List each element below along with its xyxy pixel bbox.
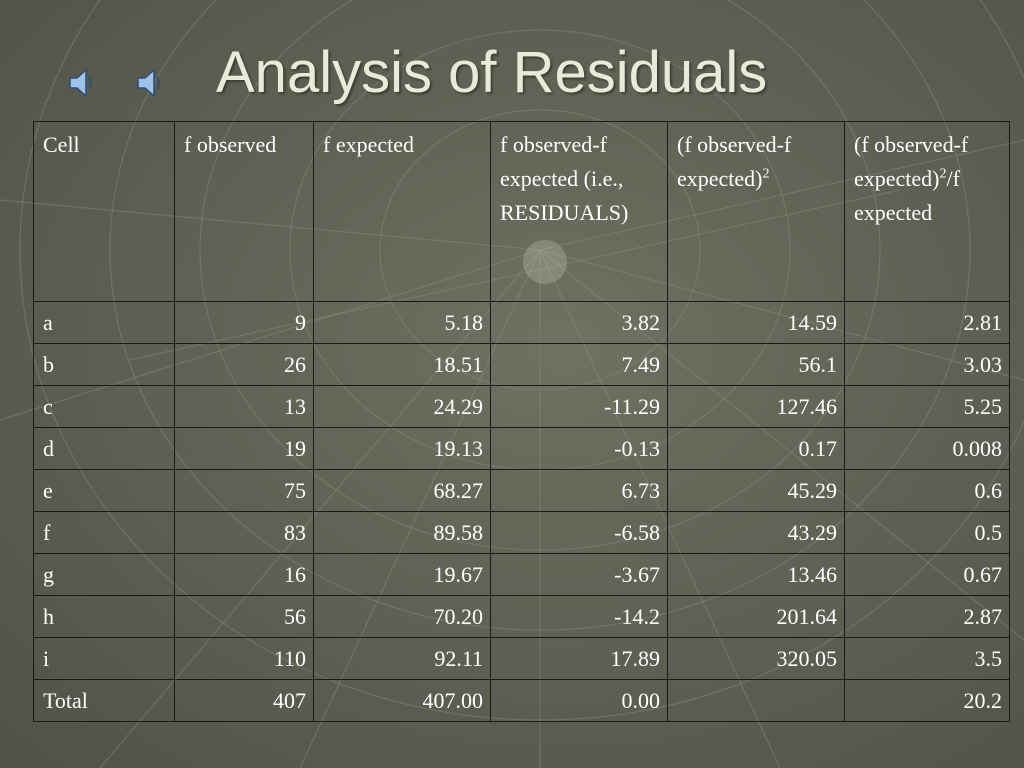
squared-residual: 13.46 — [667, 553, 845, 596]
table-row: h 56 70.20 -14.2 201.64 2.87 — [33, 595, 1010, 638]
chi-component: 2.81 — [844, 301, 1010, 344]
slide-title: Analysis of Residuals — [216, 40, 768, 105]
header-f-observed: f observed — [174, 121, 314, 302]
f-observed: 407 — [174, 679, 314, 722]
cell-label: g — [33, 553, 175, 596]
f-expected: 89.58 — [313, 511, 491, 554]
residual: -14.2 — [490, 595, 668, 638]
squared-residual: 320.05 — [667, 637, 845, 680]
table-row: a 9 5.18 3.82 14.59 2.81 — [33, 301, 1010, 344]
f-expected: 70.20 — [313, 595, 491, 638]
squared-residual: 43.29 — [667, 511, 845, 554]
f-expected: 24.29 — [313, 385, 491, 428]
f-expected: 19.67 — [313, 553, 491, 596]
f-observed: 83 — [174, 511, 314, 554]
residual: -0.13 — [490, 427, 668, 470]
cell-label: d — [33, 427, 175, 470]
table-row: c 13 24.29 -11.29 127.46 5.25 — [33, 385, 1010, 428]
table-body: a 9 5.18 3.82 14.59 2.81 b 26 18.51 7.49 56.1 3.03 c… — [33, 301, 1010, 722]
cell-label: h — [33, 595, 175, 638]
squared-residual: 56.1 — [667, 343, 845, 386]
chi-component: 5.25 — [844, 385, 1010, 428]
squared-residual: 0.17 — [667, 427, 845, 470]
f-expected: 19.13 — [313, 427, 491, 470]
residual: 0.00 — [490, 679, 668, 722]
f-observed: 110 — [174, 637, 314, 680]
squared-residual: 201.64 — [667, 595, 845, 638]
residual: 3.82 — [490, 301, 668, 344]
chi-component: 0.008 — [844, 427, 1010, 470]
residual: -3.67 — [490, 553, 668, 596]
f-expected: 5.18 — [313, 301, 491, 344]
chi-component: 0.5 — [844, 511, 1010, 554]
f-observed: 56 — [174, 595, 314, 638]
header-squared-residual: (f observed-f expected)2 — [667, 121, 845, 302]
f-expected: 92.11 — [313, 637, 491, 680]
cell-label: a — [33, 301, 175, 344]
f-expected: 68.27 — [313, 469, 491, 512]
chi-component: 20.2 — [844, 679, 1010, 722]
table-row: Total 407 407.00 0.00 20.2 — [33, 679, 1010, 722]
squared-residual: 127.46 — [667, 385, 845, 428]
chi-component: 3.5 — [844, 637, 1010, 680]
residual: -6.58 — [490, 511, 668, 554]
residual: 7.49 — [490, 343, 668, 386]
f-observed: 75 — [174, 469, 314, 512]
f-observed: 9 — [174, 301, 314, 344]
f-expected: 407.00 — [313, 679, 491, 722]
table-row: f 83 89.58 -6.58 43.29 0.5 — [33, 511, 1010, 554]
f-observed: 16 — [174, 553, 314, 596]
chi-component: 2.87 — [844, 595, 1010, 638]
cell-label: f — [33, 511, 175, 554]
table-header-row: Cell f observed f expected f observed-f … — [33, 121, 1010, 302]
f-expected: 18.51 — [313, 343, 491, 386]
residual: 17.89 — [490, 637, 668, 680]
squared-residual — [667, 679, 845, 722]
header-residuals: f observed-f expected (i.e., RESIDUALS) — [490, 121, 668, 302]
table-row: i 110 92.11 17.89 320.05 3.5 — [33, 637, 1010, 680]
f-observed: 26 — [174, 343, 314, 386]
residuals-table: Cell f observed f expected f observed-f … — [33, 121, 1010, 722]
f-observed: 19 — [174, 427, 314, 470]
sound-icon[interactable] — [136, 66, 162, 100]
cell-label: c — [33, 385, 175, 428]
header-f-expected: f expected — [313, 121, 491, 302]
cell-label: i — [33, 637, 175, 680]
f-observed: 13 — [174, 385, 314, 428]
sound-icon[interactable] — [68, 66, 94, 100]
chi-component: 3.03 — [844, 343, 1010, 386]
residual: 6.73 — [490, 469, 668, 512]
table-row: g 16 19.67 -3.67 13.46 0.67 — [33, 553, 1010, 596]
residual: -11.29 — [490, 385, 668, 428]
header-cell: Cell — [33, 121, 175, 302]
table-row: e 75 68.27 6.73 45.29 0.6 — [33, 469, 1010, 512]
squared-residual: 14.59 — [667, 301, 845, 344]
cell-label: Total — [33, 679, 175, 722]
header-chi-component: (f observed-f expected)2/f expected — [844, 121, 1010, 302]
table-row: b 26 18.51 7.49 56.1 3.03 — [33, 343, 1010, 386]
chi-component: 0.6 — [844, 469, 1010, 512]
table-row: d 19 19.13 -0.13 0.17 0.008 — [33, 427, 1010, 470]
chi-component: 0.67 — [844, 553, 1010, 596]
cell-label: e — [33, 469, 175, 512]
squared-residual: 45.29 — [667, 469, 845, 512]
cell-label: b — [33, 343, 175, 386]
